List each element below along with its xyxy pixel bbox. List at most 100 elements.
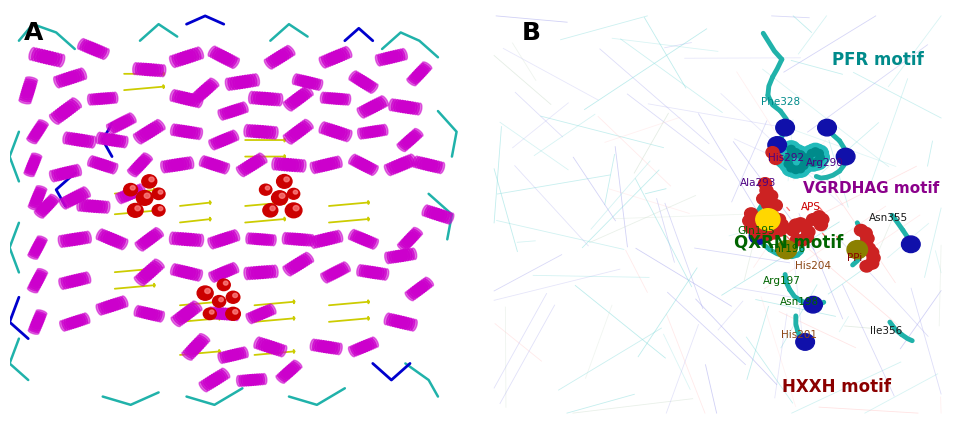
Ellipse shape bbox=[434, 162, 440, 173]
Ellipse shape bbox=[429, 208, 436, 218]
Ellipse shape bbox=[182, 93, 188, 105]
Ellipse shape bbox=[341, 95, 346, 105]
Ellipse shape bbox=[297, 126, 305, 135]
Ellipse shape bbox=[215, 138, 222, 148]
Ellipse shape bbox=[192, 96, 198, 107]
Ellipse shape bbox=[188, 157, 194, 169]
Ellipse shape bbox=[145, 308, 151, 319]
Ellipse shape bbox=[383, 125, 388, 136]
Circle shape bbox=[808, 154, 827, 170]
Ellipse shape bbox=[267, 235, 272, 246]
Ellipse shape bbox=[278, 52, 287, 61]
Ellipse shape bbox=[392, 163, 398, 173]
Ellipse shape bbox=[35, 274, 45, 280]
Ellipse shape bbox=[423, 279, 432, 288]
Ellipse shape bbox=[136, 185, 143, 196]
Ellipse shape bbox=[399, 250, 404, 262]
Circle shape bbox=[854, 243, 868, 255]
Ellipse shape bbox=[71, 166, 77, 177]
Ellipse shape bbox=[290, 160, 296, 172]
Ellipse shape bbox=[387, 252, 393, 264]
Ellipse shape bbox=[409, 249, 415, 260]
Circle shape bbox=[227, 292, 240, 304]
Ellipse shape bbox=[392, 252, 397, 263]
Ellipse shape bbox=[148, 233, 156, 242]
Circle shape bbox=[224, 282, 228, 286]
Ellipse shape bbox=[90, 157, 96, 167]
Ellipse shape bbox=[362, 266, 367, 277]
Ellipse shape bbox=[37, 237, 47, 242]
Ellipse shape bbox=[40, 206, 49, 212]
Ellipse shape bbox=[338, 129, 345, 140]
Ellipse shape bbox=[131, 167, 140, 174]
Ellipse shape bbox=[119, 297, 126, 308]
Ellipse shape bbox=[166, 161, 171, 173]
Ellipse shape bbox=[276, 375, 285, 384]
Ellipse shape bbox=[285, 233, 290, 245]
Ellipse shape bbox=[222, 135, 228, 145]
Ellipse shape bbox=[134, 277, 144, 286]
Ellipse shape bbox=[182, 352, 192, 360]
Ellipse shape bbox=[407, 234, 417, 241]
Ellipse shape bbox=[259, 309, 265, 319]
Ellipse shape bbox=[224, 233, 230, 244]
Ellipse shape bbox=[59, 169, 65, 180]
Ellipse shape bbox=[324, 341, 330, 353]
Ellipse shape bbox=[213, 308, 218, 319]
Ellipse shape bbox=[344, 95, 348, 106]
Ellipse shape bbox=[22, 88, 35, 92]
Ellipse shape bbox=[163, 161, 169, 173]
Ellipse shape bbox=[285, 265, 294, 275]
Ellipse shape bbox=[97, 94, 102, 105]
Ellipse shape bbox=[195, 96, 201, 108]
Ellipse shape bbox=[436, 210, 443, 221]
Ellipse shape bbox=[84, 42, 91, 53]
Ellipse shape bbox=[60, 108, 69, 117]
Ellipse shape bbox=[181, 53, 189, 64]
Ellipse shape bbox=[272, 94, 277, 106]
Ellipse shape bbox=[92, 158, 98, 168]
Ellipse shape bbox=[322, 123, 328, 135]
Ellipse shape bbox=[265, 127, 271, 139]
Ellipse shape bbox=[323, 93, 327, 104]
Ellipse shape bbox=[337, 344, 342, 355]
Ellipse shape bbox=[76, 135, 81, 146]
Ellipse shape bbox=[380, 126, 386, 136]
Ellipse shape bbox=[266, 341, 273, 352]
Ellipse shape bbox=[293, 260, 301, 270]
Ellipse shape bbox=[66, 319, 72, 329]
Ellipse shape bbox=[185, 158, 191, 169]
Ellipse shape bbox=[413, 228, 422, 235]
Ellipse shape bbox=[337, 265, 345, 275]
Ellipse shape bbox=[34, 276, 44, 281]
Ellipse shape bbox=[93, 46, 100, 57]
Ellipse shape bbox=[97, 201, 103, 213]
Ellipse shape bbox=[394, 316, 400, 327]
Ellipse shape bbox=[84, 272, 91, 283]
Ellipse shape bbox=[396, 316, 402, 328]
Ellipse shape bbox=[60, 75, 67, 86]
Circle shape bbox=[768, 212, 780, 224]
Ellipse shape bbox=[188, 234, 193, 246]
Ellipse shape bbox=[90, 137, 96, 149]
Circle shape bbox=[854, 225, 868, 237]
Ellipse shape bbox=[76, 275, 82, 286]
Ellipse shape bbox=[23, 86, 36, 91]
Ellipse shape bbox=[217, 162, 223, 172]
Ellipse shape bbox=[390, 52, 396, 64]
Ellipse shape bbox=[297, 93, 305, 102]
Ellipse shape bbox=[412, 229, 421, 237]
Ellipse shape bbox=[325, 93, 330, 104]
Ellipse shape bbox=[37, 209, 47, 215]
Ellipse shape bbox=[315, 340, 321, 351]
Ellipse shape bbox=[418, 158, 423, 169]
Ellipse shape bbox=[348, 347, 355, 357]
Ellipse shape bbox=[209, 79, 219, 87]
Ellipse shape bbox=[123, 117, 130, 126]
Ellipse shape bbox=[179, 311, 188, 321]
Ellipse shape bbox=[134, 306, 140, 316]
Text: Ile356: Ile356 bbox=[870, 325, 902, 335]
Ellipse shape bbox=[403, 158, 410, 169]
Ellipse shape bbox=[361, 235, 368, 245]
Ellipse shape bbox=[124, 190, 131, 201]
